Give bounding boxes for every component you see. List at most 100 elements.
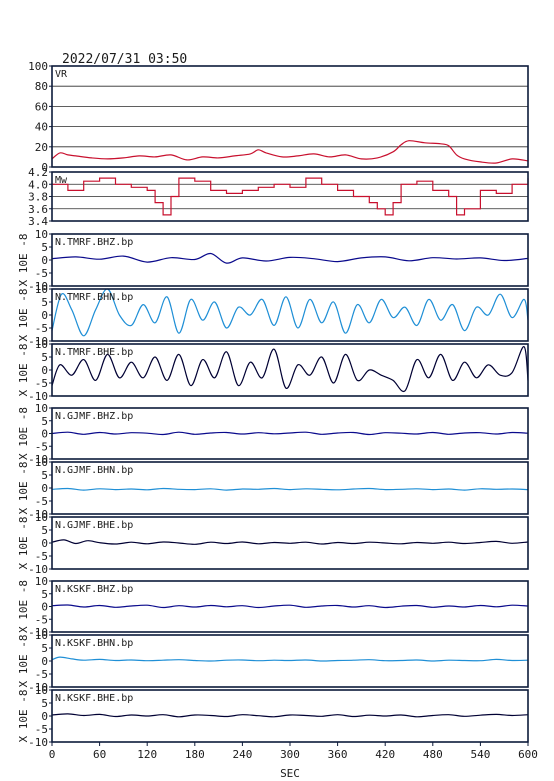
series-line-w6 [51,539,529,545]
y-tick-label: 4.0 [28,178,48,191]
y-tick-label: 5 [41,241,48,254]
panel-label: N.KSKF.BHZ.bp [55,584,133,595]
y-axis-label: X 10E -8 [17,289,30,342]
y-tick-label: 5 [41,469,48,482]
x-tick-label: 60 [93,748,106,761]
x-tick-label: 300 [280,748,300,761]
y-tick-label: 60 [35,100,48,113]
y-tick-label: 0 [41,254,48,267]
x-tick-label: 600 [518,748,538,761]
y-axis-label: X 10E -8 [17,234,30,287]
x-tick-label: 540 [470,748,490,761]
y-tick-label: 10 [35,228,48,241]
y-axis-label: X 10E -8 [17,344,30,397]
y-tick-label: 10 [35,338,48,351]
y-tick-label: 10 [35,402,48,415]
y-tick-label: 5 [41,697,48,710]
y-tick-label: -5 [35,440,48,453]
y-tick-label: -5 [35,322,48,335]
y-tick-label: 5 [41,524,48,537]
y-tick-label: 0 [41,601,48,614]
y-tick-label: 10 [35,283,48,296]
x-tick-label: 360 [328,748,348,761]
y-axis-label: X 10E -8 [17,517,30,570]
y-tick-label: 0 [41,710,48,723]
x-tick-label: 0 [49,748,56,761]
panel-label: N.GJMF.BHZ.bp [55,411,133,422]
y-tick-label: -10 [28,280,48,293]
timestamp-title: 2022/07/31 03:50 [62,52,187,67]
panel-label: N.TMRF.BHZ.bp [55,237,133,248]
series-line-w4 [51,431,529,436]
y-tick-label: 100 [28,60,48,73]
y-tick-label: 3.4 [28,215,48,228]
y-tick-label: 4.2 [28,166,48,179]
y-tick-label: -10 [28,626,48,639]
y-tick-label: 10 [35,456,48,469]
y-tick-label: 0 [41,655,48,668]
y-axis-label: X 10E -8 [17,407,30,460]
y-axis-label: X 10E -8 [17,690,30,743]
y-tick-label: -10 [28,736,48,749]
y-tick-label: -5 [35,377,48,390]
y-tick-label: 10 [35,511,48,524]
series-line-w2 [51,288,529,337]
y-tick-label: 5 [41,415,48,428]
panel-label: VR [55,69,68,80]
y-tick-label: 5 [41,296,48,309]
y-tick-label: 0 [41,482,48,495]
series-line-w3 [51,345,529,393]
y-tick-label: -10 [28,453,48,466]
y-axis-label: X 10E -8 [17,580,30,633]
series-line-w7 [51,604,529,609]
x-tick-label: 420 [375,748,395,761]
y-tick-label: 0 [41,364,48,377]
x-axis-label: SEC [280,767,300,780]
series-line-mw [52,177,529,216]
x-tick-label: 120 [137,748,157,761]
y-tick-label: 3.6 [28,203,48,216]
panel-label: N.TMRF.BHE.bp [55,347,133,358]
x-tick-label: 480 [423,748,443,761]
panel-mw: Mw 3.43.63.84.04.2 [28,166,529,228]
y-tick-label: 5 [41,642,48,655]
panel-label: N.GJMF.BHE.bp [55,520,133,531]
y-tick-label: 0 [41,309,48,322]
x-tick-label: 240 [232,748,252,761]
y-tick-label: -10 [28,390,48,403]
panel-label: N.KSKF.BHN.bp [55,638,133,649]
x-axis: 0 60 120 180 240 300 360 420 480 540 600 [49,742,538,761]
series-line-w5 [51,487,529,491]
y-tick-label: -5 [35,267,48,280]
y-tick-label: -10 [28,681,48,694]
y-tick-label: 10 [35,575,48,588]
series-line-w9 [51,713,529,718]
y-axis-label: X 10E -8 [17,635,30,688]
y-tick-label: -5 [35,723,48,736]
y-tick-label: 0 [41,428,48,441]
panel-vr: VR 0 20 40 60 80 100 [28,60,529,174]
y-tick-label: 5 [41,588,48,601]
y-tick-label: 5 [41,351,48,364]
y-tick-label: 20 [35,141,48,154]
panel-label: Mw [55,175,68,186]
panel-frame [51,65,529,168]
y-tick-label: 10 [35,629,48,642]
y-tick-label: 0 [41,161,48,174]
y-tick-label: -10 [28,335,48,348]
y-tick-label: 0 [41,537,48,550]
y-axis-label: X 10E -8 [17,462,30,515]
y-tick-label: -5 [35,668,48,681]
y-tick-label: -5 [35,495,48,508]
series-line-w8 [51,656,529,662]
y-tick-label: 80 [35,80,48,93]
x-tick-label: 180 [185,748,205,761]
